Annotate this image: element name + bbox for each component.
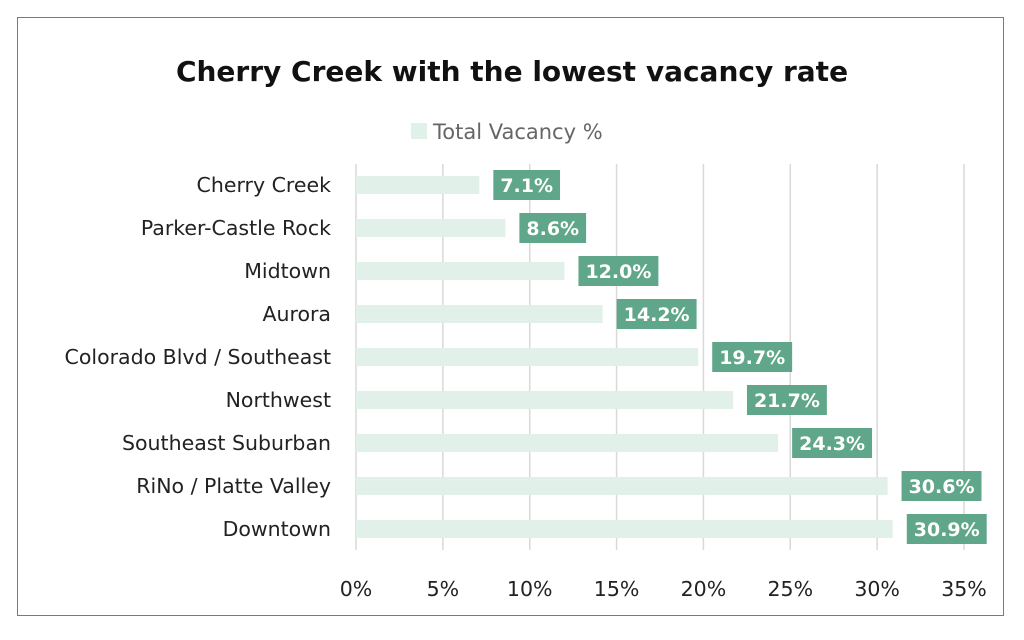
category-label: Downtown — [223, 517, 331, 541]
data-label-background — [578, 256, 659, 286]
data-label: 14.2% — [616, 299, 697, 329]
data-label-text: 21.7% — [754, 390, 820, 412]
chart-title: Cherry Creek with the lowest vacancy rat… — [176, 55, 848, 88]
data-label: 12.0% — [578, 256, 659, 286]
category-label: Parker-Castle Rock — [141, 216, 331, 240]
bar — [356, 520, 893, 538]
data-label-text: 14.2% — [624, 304, 690, 326]
data-label: 30.6% — [901, 471, 982, 501]
bar — [356, 434, 779, 452]
data-label-background — [616, 299, 697, 329]
data-label-text: 19.7% — [719, 347, 785, 369]
data-labels: 7.1% 8.6% 12.0% 14.2% 19.7% 21.7% 24.3% 30.6% 30… — [493, 170, 987, 544]
bar — [356, 477, 888, 495]
bars — [356, 176, 893, 538]
data-label-background — [792, 428, 873, 458]
x-tick-label: 5% — [427, 577, 460, 601]
category-label: RiNo / Platte Valley — [136, 474, 331, 498]
data-label: 7.1% — [493, 170, 561, 200]
x-axis-ticks: 0% 5% 10% 15% 20% 25% 30% 35% — [340, 577, 987, 601]
bar — [356, 219, 506, 237]
data-label-text: 30.9% — [914, 519, 980, 541]
data-label-background — [746, 385, 827, 415]
x-tick-label: 25% — [767, 577, 813, 601]
data-label-background — [493, 170, 561, 200]
category-label: Colorado Blvd / Southeast — [65, 345, 331, 369]
x-tick-label: 15% — [594, 577, 640, 601]
data-label-text: 8.6% — [526, 218, 579, 240]
category-label: Northwest — [226, 388, 331, 412]
category-labels: Cherry Creek Parker-Castle Rock Midtown Aur… — [65, 173, 332, 541]
data-label: 24.3% — [792, 428, 873, 458]
bar — [356, 348, 699, 366]
legend-label: Total Vacancy % — [432, 120, 603, 144]
data-label-text: 7.1% — [500, 175, 553, 197]
data-label-background — [519, 213, 587, 243]
x-tick-label: 0% — [340, 577, 373, 601]
bar — [356, 391, 733, 409]
bar — [356, 176, 480, 194]
data-label-background — [906, 514, 987, 544]
data-label-background — [901, 471, 982, 501]
data-label: 19.7% — [712, 342, 793, 372]
category-label: Midtown — [244, 259, 331, 283]
x-tick-label: 35% — [941, 577, 987, 601]
x-tick-label: 10% — [507, 577, 553, 601]
data-label: 8.6% — [519, 213, 587, 243]
data-label: 30.9% — [906, 514, 987, 544]
category-label: Southeast Suburban — [122, 431, 331, 455]
data-label: 21.7% — [746, 385, 827, 415]
legend-swatch — [411, 123, 427, 139]
data-label-text: 24.3% — [799, 433, 865, 455]
bar — [356, 305, 603, 323]
x-tick-label: 30% — [854, 577, 900, 601]
legend: Total Vacancy % — [411, 120, 603, 144]
bar — [356, 262, 565, 280]
category-label: Aurora — [262, 302, 331, 326]
x-tick-label: 20% — [681, 577, 727, 601]
data-label-text: 12.0% — [585, 261, 651, 283]
category-label: Cherry Creek — [197, 173, 332, 197]
data-label-background — [712, 342, 793, 372]
data-label-text: 30.6% — [909, 476, 975, 498]
